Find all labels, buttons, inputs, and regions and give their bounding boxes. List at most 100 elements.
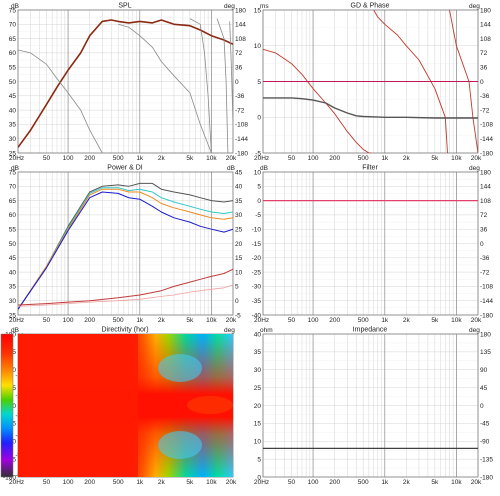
y2-tick-label: -5 [235,312,241,319]
y-tick-label: 40 [9,107,17,114]
gd-series [263,10,478,153]
spl-y-axis: 75 70 65 60 55 50 45 40 35 30 25 [9,7,17,157]
x-tick-label: 20Hz [9,317,24,324]
y-tick-label: -180 [3,474,16,481]
y-tick-label: 65 [9,36,17,43]
y2-tick-label: -36 [480,93,490,100]
y-tick-label: 25 [254,385,262,392]
x-tick-label: 2k [403,155,411,162]
y2-tick-label: -36 [235,93,245,100]
y2-tick-label: -108 [480,122,493,129]
y2-tick-label: 180 [480,169,491,176]
imp-y2-axis: 180 135 90 45 0 -45 -90 -135 -180 [480,331,493,481]
y2-tick-label: 36 [480,65,488,72]
y-tick-label: 0 [12,403,16,410]
y2-tick-label: -180 [235,150,248,157]
x-tick-label: 10k [206,155,217,162]
y2-tick-label: 30 [235,212,243,219]
spl-gray-line [189,18,212,153]
pow-y-axis: 75 70 65 60 55 50 45 40 35 30 25 [9,169,17,319]
filter-panel: Filter dB deg 20Hz 50 100 200 500 1k 2k 5k 10k 20… [252,165,494,325]
x-tick-label: 500 [113,317,124,324]
heatmap-lobe-top [158,354,202,382]
y2-tick-label: 108 [480,198,491,205]
y2-tick-label: 72 [235,50,243,57]
x-tick-label: 10k [451,479,462,486]
x-tick-label: 200 [84,155,95,162]
y-tick-label: 65 [9,198,17,205]
y-tick-label: 0 [257,115,261,122]
y-tick-label: 70 [9,184,17,191]
y2-tick-label: -135 [480,456,493,463]
y2-tick-label: 20 [235,241,243,248]
y-tick-label: -40 [252,312,262,319]
y2-tick-label: 144 [480,184,491,191]
y2-tick-label: 72 [480,50,488,57]
y2-tick-label: 180 [480,7,491,14]
y-tick-label: 35 [9,284,17,291]
x-tick-label: 1k [381,317,389,324]
spl-left-unit: dB [11,3,19,10]
x-tick-label: 1k [136,317,144,324]
y-tick-label: 35 [9,122,17,129]
x-tick-label: 1k [381,479,389,486]
y-tick-label: 75 [9,7,17,14]
filter-right-unit: deg [469,165,480,172]
y-tick-label: 5 [257,79,261,86]
pow-blue-line [18,191,233,310]
filter-title: Filter [362,165,378,172]
gd-y-axis: 15 10 5 0 -5 [254,7,262,157]
pow-di2-line [18,284,233,307]
y2-tick-label: 36 [235,65,243,72]
y2-tick-label: 0 [235,298,239,305]
y-tick-label: 0 [257,474,261,481]
gd-gd-line [263,97,478,119]
y-tick-label: 15 [254,7,262,14]
y2-tick-label: 35 [235,198,243,205]
y2-tick-label: 36 [480,227,488,234]
x-tick-label: 2k [158,155,166,162]
impedance-title: Impedance [353,327,388,334]
x-tick-label: 100 [63,479,74,486]
y-tick-label: 0 [257,198,261,205]
colorbar [0,333,14,478]
y-tick-label: -20 [252,255,262,262]
y-tick-label: 35 [254,349,262,356]
y2-tick-label: 10 [235,269,243,276]
y2-tick-label: -144 [235,136,248,143]
y-tick-label: 10 [254,43,262,50]
y-tick-label: 40 [254,331,262,338]
gd-y2-axis: 180 144 108 72 36 0 -36 -72 -108 -144 -180 [480,7,493,157]
y-tick-label: -5 [255,150,261,157]
pow-x-axis: 20Hz 50 100 200 500 1k 2k 5k 10k 20k [9,317,237,324]
x-tick-label: 200 [329,479,340,486]
power-di-panel: Power & DI dB dB 20Hz 50 100 200 500 1k 2k 5k 10… [9,165,243,325]
x-tick-label: 2k [158,479,166,486]
x-tick-label: 2k [403,317,411,324]
y2-tick-label: -180 [480,150,493,157]
spl-main-line [18,19,233,148]
y-tick-label: -15 [252,241,262,248]
y-tick-label: -25 [252,269,262,276]
y-tick-label: 45 [9,255,17,262]
y2-tick-label: 144 [480,22,491,29]
y2-tick-label: -72 [480,107,490,114]
pow-orange-line [18,188,233,310]
pow-y2-axis: 45 40 35 30 25 20 15 10 5 0 -5 [235,169,243,319]
y2-tick-label: -72 [235,107,245,114]
y-tick-label: 5 [257,456,261,463]
y2-tick-label: 25 [235,227,243,234]
y2-tick-label: -180 [480,474,493,481]
fil-grid [262,171,479,316]
y2-tick-label: 40 [235,184,243,191]
y-tick-label: -35 [252,298,262,305]
imp-frame [262,333,479,478]
y-tick-label: 30 [254,367,262,374]
x-tick-label: 50 [43,479,51,486]
fil-y2-axis: 180 144 108 72 36 0 -36 -72 -108 -144 -180 [480,169,493,319]
directivity-left-unit: dB [11,327,19,334]
y-tick-label: 10 [254,439,262,446]
impedance-panel: Impedance ohm deg 20Hz 50 100 200 500 1k 2k 5k 1… [254,327,494,487]
x-tick-label: 5k [186,155,194,162]
